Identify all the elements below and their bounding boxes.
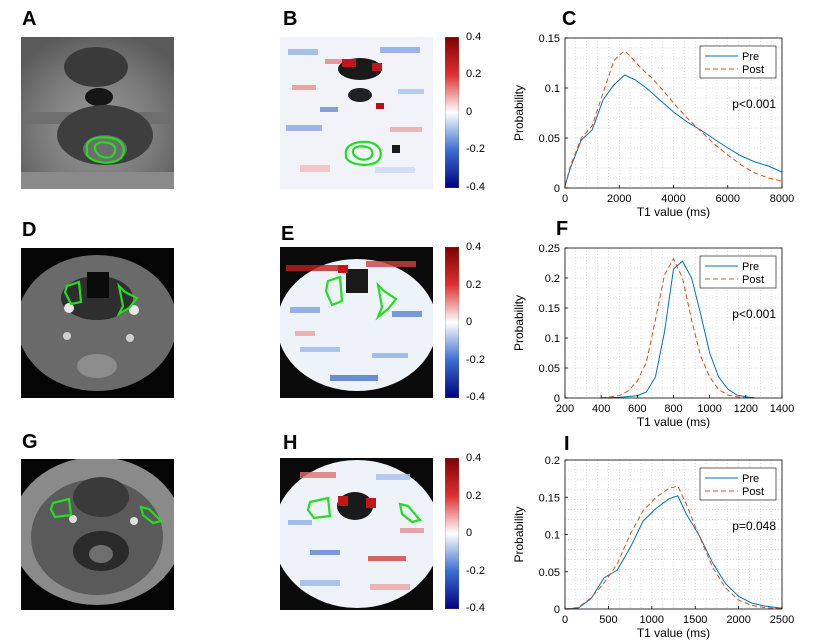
difference-map-h — [280, 458, 433, 610]
chart-f-ytick-label: 0.1 — [545, 333, 560, 345]
chart-c-xtick-label: 0 — [562, 193, 568, 205]
panel-label-i: I — [564, 433, 570, 455]
chart-f-ytick-label: 0.15 — [539, 303, 560, 315]
chart-i-xtick-label: 1000 — [640, 614, 664, 626]
panel-label-d: D — [22, 219, 37, 241]
chart-i: 0 500 1000 1500 2000 2500 0 0.05 0.1 0.15 0.2 T1 va… — [512, 455, 794, 640]
chart-f-xtick-label: 600 — [628, 403, 646, 415]
chart-i-series-pre — [564, 495, 783, 610]
colorbar-b-tick-2: 0 — [466, 106, 473, 118]
colorbar-e-tick-4: -0.4 — [466, 391, 485, 403]
colorbar-b-tick-3: -0.2 — [466, 143, 485, 155]
chart-c-legend-box — [699, 45, 777, 79]
chart-f-pvalue: p<0.001 — [732, 307, 776, 321]
chart-i-xtick-label: 500 — [599, 614, 617, 626]
panel-label-c: C — [562, 8, 577, 30]
chart-i-ytick-label: 0 — [554, 604, 560, 616]
chart-i-legend-box — [699, 467, 777, 501]
colorbar-b-tick-4: -0.4 — [466, 181, 485, 193]
panel-label-a: A — [22, 8, 37, 30]
colorbar-b-tick-1: 0.2 — [466, 68, 482, 80]
chart-c-legend-label-pre: Pre — [742, 51, 759, 63]
chart-c-xtick-label: 4000 — [661, 193, 685, 205]
colorbar-h-tick-1: 0.2 — [466, 490, 482, 502]
chart-i-pvalue: p=0.048 — [732, 519, 776, 533]
chart-c: 0 2000 4000 6000 8000 0 0.05 0.1 0.15 T1 value (m… — [512, 33, 794, 219]
chart-f-xtick-label: 1400 — [770, 403, 794, 415]
chart-c-xtick-label: 8000 — [770, 193, 794, 205]
panel-label-f: F — [556, 218, 569, 240]
chart-f-ylabel: Probability — [512, 295, 526, 351]
colorbar-h-tick-0: 0.4 — [466, 452, 482, 464]
chart-i-xtick-label: 2000 — [726, 614, 750, 626]
colorbar-b — [444, 36, 460, 189]
chart-f-xtick-label: 400 — [592, 403, 610, 415]
panel-label-g: G — [22, 431, 38, 453]
chart-i-xtick-label: 2500 — [770, 614, 794, 626]
chart-i-legend-label-pre: Pre — [742, 473, 759, 485]
chart-f-legend-label-pre: Pre — [742, 261, 759, 273]
colorbar-e-tick-3: -0.2 — [466, 354, 485, 366]
chart-c-xlabel: T1 value (ms) — [637, 205, 710, 219]
chart-f-xtick-label: 1000 — [697, 403, 721, 415]
chart-i-ytick-label: 0.05 — [539, 567, 560, 579]
chart-c-ytick-label: 0.15 — [539, 33, 560, 45]
chart-f-xtick-label: 200 — [556, 403, 574, 415]
colorbar-e-tick-0: 0.4 — [466, 241, 482, 253]
mri-image-a — [21, 37, 174, 189]
chart-f-series-pre — [601, 260, 755, 399]
chart-i-xtick-label: 1500 — [683, 614, 707, 626]
mri-image-d — [21, 248, 174, 398]
chart-f-ytick-label: 0.25 — [539, 243, 560, 255]
chart-f-xtick-label: 1200 — [734, 403, 758, 415]
chart-f-ytick-label: 0 — [554, 393, 560, 405]
mri-image-g — [21, 459, 174, 610]
difference-map-b — [280, 37, 433, 189]
chart-i-ytick-label: 0.15 — [539, 492, 560, 504]
chart-i-ylabel: Probability — [512, 506, 526, 562]
chart-i-xlabel: T1 value (ms) — [637, 626, 710, 640]
chart-f-ytick-label: 0.2 — [545, 273, 560, 285]
chart-c-ytick-label: 0 — [554, 183, 560, 195]
chart-i-ytick-label: 0.2 — [545, 455, 560, 467]
chart-c-ytick-label: 0.1 — [545, 83, 560, 95]
chart-c-ylabel: Probability — [512, 85, 526, 141]
chart-c-xtick-label: 2000 — [607, 193, 631, 205]
chart-i-ytick-label: 0.1 — [545, 530, 560, 542]
chart-c-series-post — [564, 50, 783, 187]
chart-c-xtick-label: 6000 — [716, 193, 740, 205]
chart-f-xlabel: T1 value (ms) — [637, 415, 710, 429]
chart-c-pvalue: p<0.001 — [732, 97, 776, 111]
chart-i-xtick-label: 0 — [562, 614, 568, 626]
colorbar-e-tick-1: 0.2 — [466, 279, 482, 291]
panel-label-h: H — [283, 432, 298, 454]
chart-i-series-post — [564, 485, 783, 610]
chart-f: 200 400 600 800 1000 1200 1400 0 0.05 0.1 0.15 0.2 0… — [512, 243, 794, 429]
difference-map-e — [280, 247, 433, 398]
panel-label-e: E — [281, 223, 295, 245]
chart-i-legend-label-post: Post — [742, 486, 764, 498]
chart-c-legend-label-post: Post — [742, 64, 764, 76]
colorbar-h-tick-2: 0 — [466, 527, 473, 539]
colorbar-h-tick-3: -0.2 — [466, 565, 485, 577]
chart-c-ytick-label: 0.05 — [539, 133, 560, 145]
chart-f-ytick-label: 0.05 — [539, 363, 560, 375]
chart-c-series-pre — [564, 74, 783, 187]
chart-f-legend-label-post: Post — [742, 274, 764, 286]
chart-f-xtick-label: 800 — [664, 403, 682, 415]
panel-label-b: B — [283, 8, 298, 30]
colorbar-e-tick-2: 0 — [466, 316, 473, 328]
colorbar-h — [444, 457, 460, 610]
colorbar-e — [444, 246, 460, 399]
chart-f-legend-box — [699, 255, 777, 289]
colorbar-b-tick-0: 0.4 — [466, 31, 482, 43]
chart-f-series-post — [601, 257, 746, 399]
colorbar-h-tick-4: -0.4 — [466, 602, 485, 614]
